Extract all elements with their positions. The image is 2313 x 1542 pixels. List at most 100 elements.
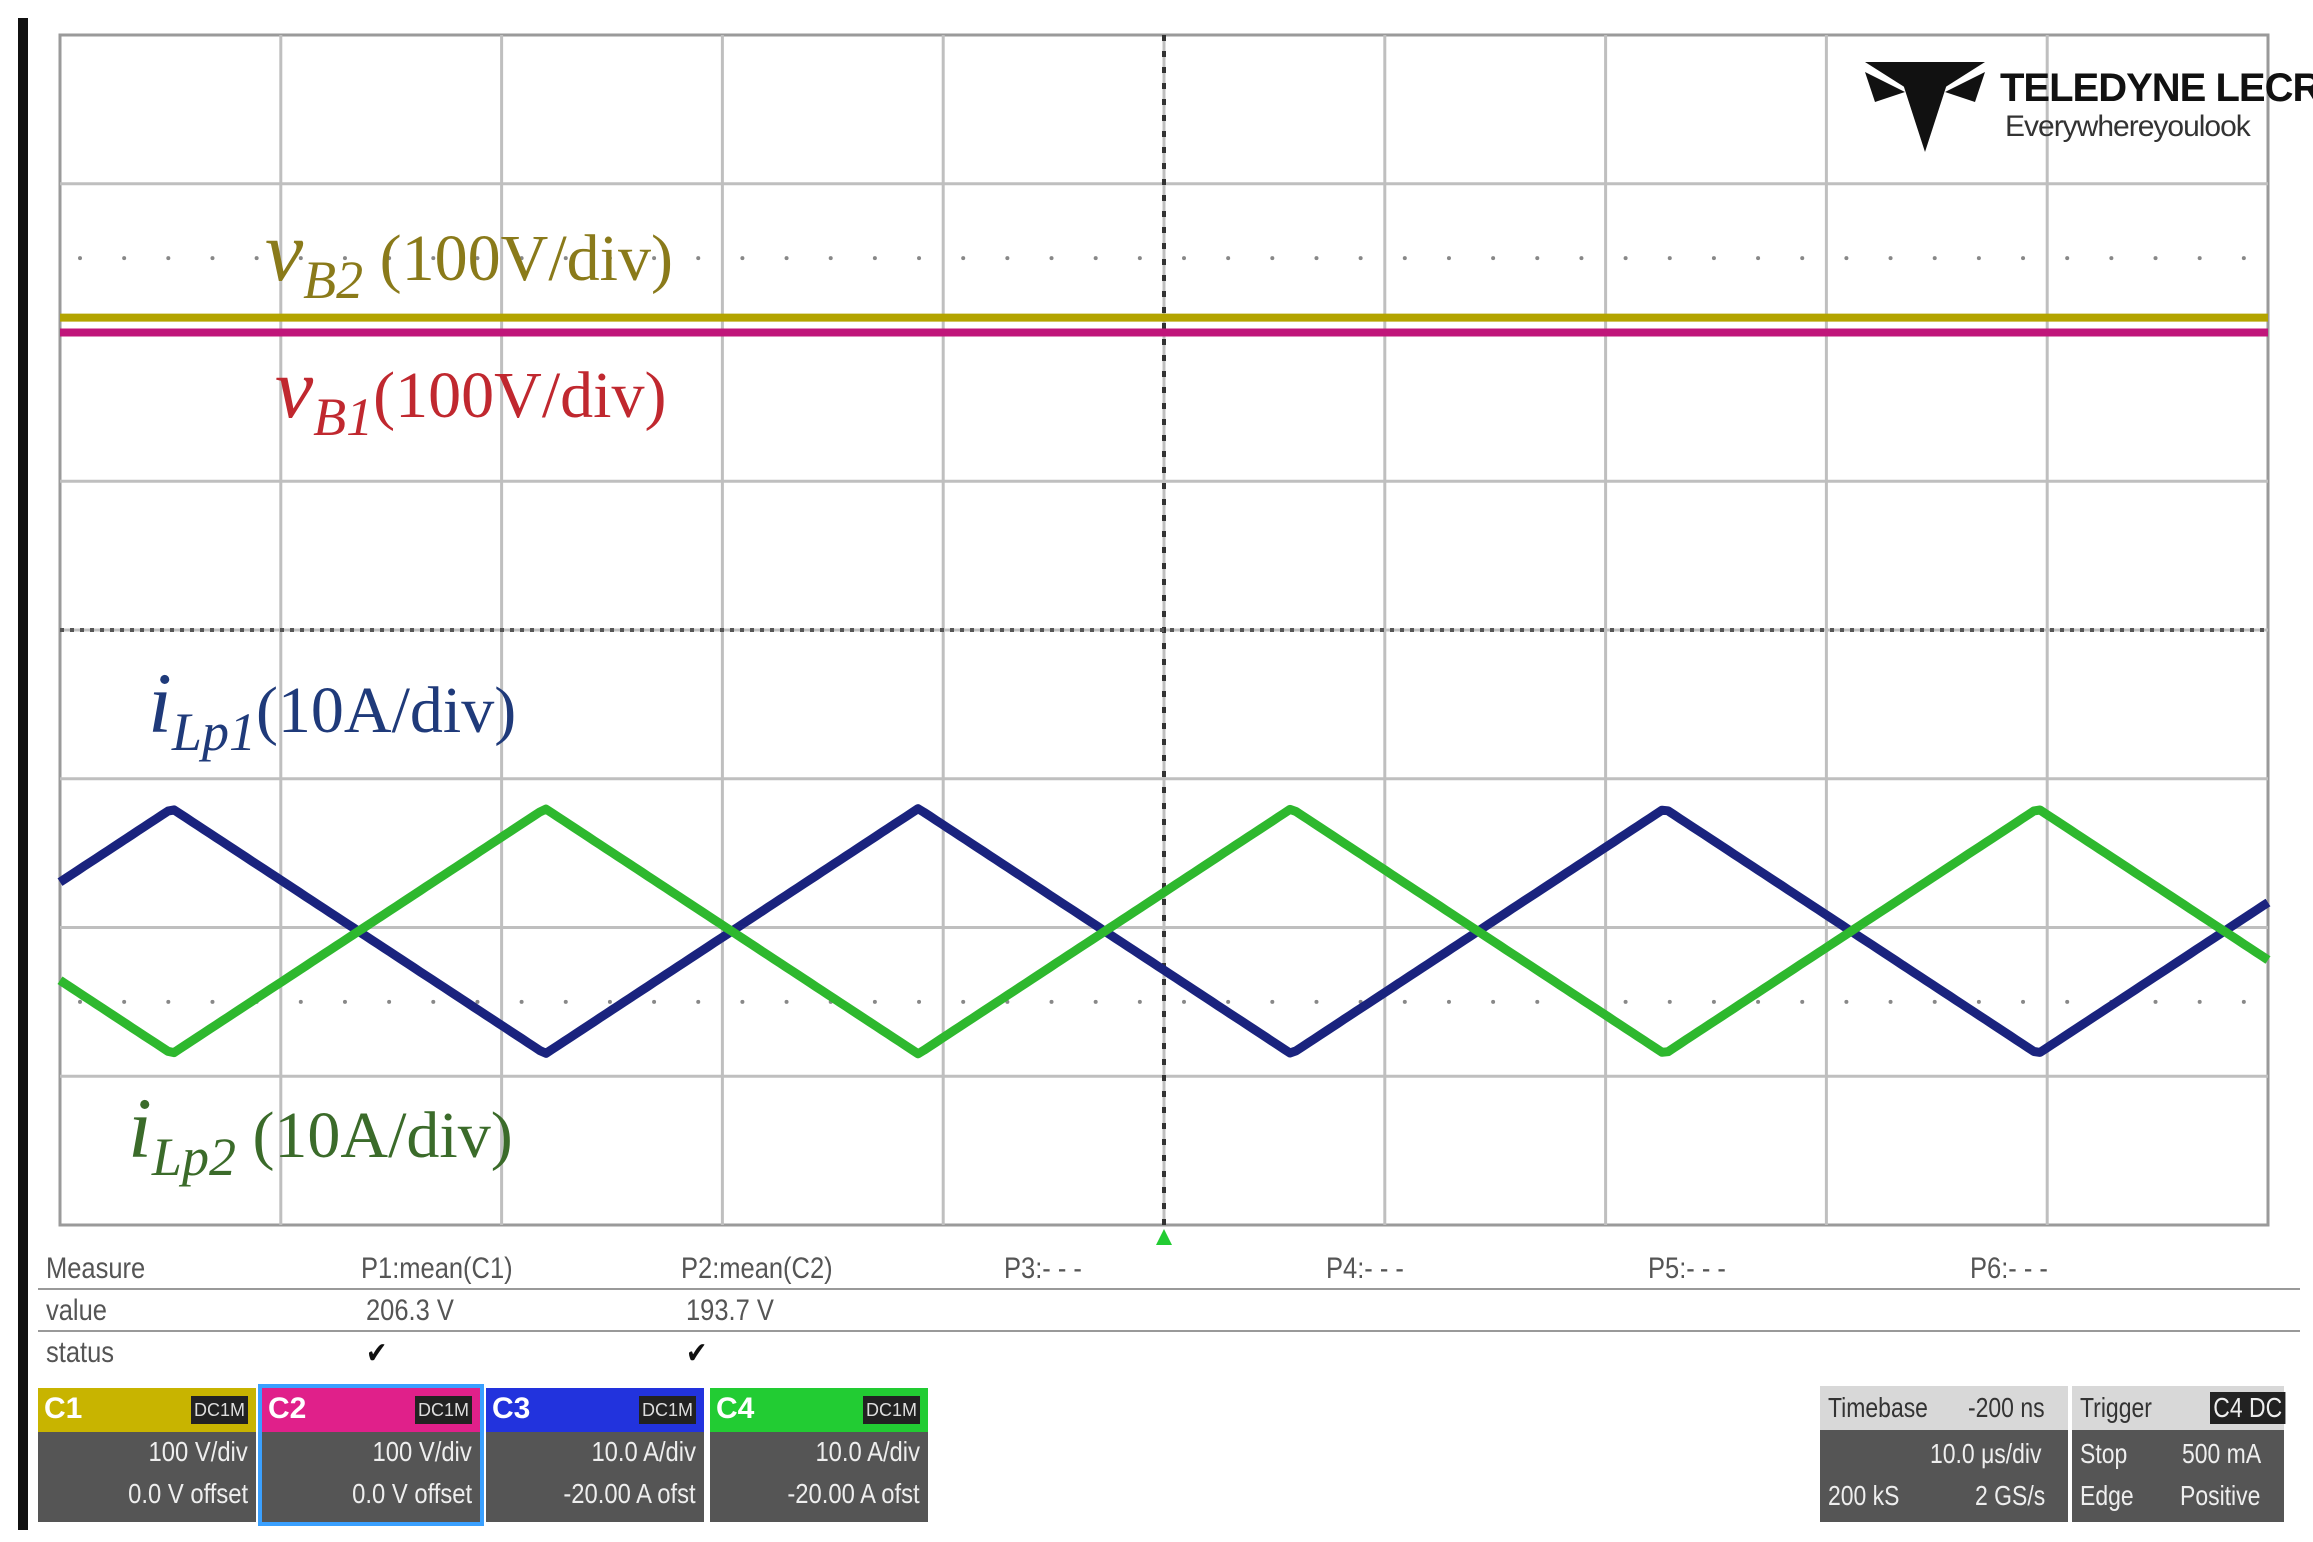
param-p5-name[interactable]: P5:- - - bbox=[1648, 1252, 1726, 1285]
channel-header: C4 DC1M bbox=[710, 1388, 928, 1432]
grid-dot bbox=[1800, 999, 1805, 1004]
param-p3-name[interactable]: P3:- - - bbox=[1004, 1252, 1082, 1285]
channel-offset: -20.00 A ofst bbox=[787, 1478, 920, 1509]
grid-dot bbox=[431, 999, 436, 1004]
param-p2-name[interactable]: P2:mean(C2) bbox=[681, 1252, 833, 1285]
channel-coupling-tag: DC1M bbox=[190, 1396, 248, 1424]
grid-dot bbox=[1535, 999, 1540, 1004]
grid-dot bbox=[1844, 256, 1849, 261]
grid-dot bbox=[872, 256, 877, 261]
status-label: status bbox=[46, 1336, 115, 1369]
grid-dot bbox=[1446, 256, 1451, 261]
grid-dot bbox=[1976, 256, 1981, 261]
grid-dot bbox=[2241, 999, 2246, 1004]
grid-dot bbox=[1491, 999, 1496, 1004]
channel-coupling-tag: DC1M bbox=[414, 1396, 472, 1424]
grid-dot bbox=[342, 999, 347, 1004]
param-p2-value: 193.7 V bbox=[686, 1294, 774, 1327]
grid-dot bbox=[1005, 256, 1010, 261]
grid-dot bbox=[784, 256, 789, 261]
grid-dot bbox=[740, 999, 745, 1004]
grid-dot bbox=[1888, 999, 1893, 1004]
grid-dot bbox=[2197, 999, 2202, 1004]
param-p6-name[interactable]: P6:- - - bbox=[1970, 1252, 2048, 1285]
grid-dot bbox=[519, 999, 524, 1004]
channel-name: C3 bbox=[492, 1392, 531, 1425]
grid-dot bbox=[387, 256, 392, 261]
channel-name: C1 bbox=[44, 1392, 83, 1425]
channel-header: C2 DC1M bbox=[262, 1388, 480, 1432]
grid-dot bbox=[210, 256, 215, 261]
grid-dot bbox=[2241, 256, 2246, 261]
grid-dot bbox=[387, 999, 392, 1004]
grid-dot bbox=[475, 999, 480, 1004]
grid-dot bbox=[740, 256, 745, 261]
timebase-descriptor[interactable]: Timebase -200 ns 10.0 μs/div 200 kS 2 GS… bbox=[1820, 1386, 2068, 1522]
grid-dot bbox=[1623, 999, 1628, 1004]
grid-dot bbox=[1093, 256, 1098, 261]
timebase-rate: 2 GS/s bbox=[1975, 1480, 2046, 1511]
grid-dot bbox=[1137, 256, 1142, 261]
grid-dot bbox=[1049, 256, 1054, 261]
grid-dot bbox=[1182, 999, 1186, 1004]
param-p1-value: 206.3 V bbox=[366, 1294, 454, 1327]
measure-panel: Measure P1:mean(C1) P2:mean(C2) P3:- - -… bbox=[38, 1248, 2300, 1378]
param-p2-status: ✔ bbox=[686, 1337, 708, 1370]
grid-dot bbox=[696, 256, 701, 261]
channel-4-descriptor[interactable]: C4 DC1M 10.0 A/div -20.00 A ofst bbox=[710, 1388, 928, 1522]
param-p1-status: ✔ bbox=[366, 1337, 388, 1370]
trigger-position-marker bbox=[1156, 1229, 1172, 1245]
teledyne-lecroy-logo: TELEDYNE LECROY Everywhereyoulook bbox=[1865, 62, 2313, 152]
param-p4-name[interactable]: P4:- - - bbox=[1326, 1252, 1404, 1285]
grid-dot bbox=[2153, 999, 2158, 1004]
left-border bbox=[18, 18, 28, 1530]
channel-3-descriptor[interactable]: C3 DC1M 10.0 A/div -20.00 A ofst bbox=[486, 1388, 704, 1522]
trigger-level: 500 mA bbox=[2182, 1438, 2262, 1469]
channel-1-descriptor[interactable]: C1 DC1M 100 V/div 0.0 V offset bbox=[38, 1388, 256, 1522]
grid-dot bbox=[652, 999, 657, 1004]
grid-dot bbox=[1800, 256, 1805, 261]
label-ilp1: iLp1(10A/div) bbox=[148, 655, 517, 762]
channel-settings: 10.0 A/div -20.00 A ofst bbox=[710, 1432, 928, 1522]
channel-coupling-tag: DC1M bbox=[862, 1396, 920, 1424]
grid-dot bbox=[1667, 999, 1672, 1004]
grid-dot bbox=[828, 256, 833, 261]
channel-scale: 10.0 A/div bbox=[591, 1436, 696, 1467]
label-ilp2: iLp2 (10A/div) bbox=[128, 1080, 513, 1187]
timebase-tdiv: 10.0 μs/div bbox=[1930, 1438, 2042, 1469]
grid-dot bbox=[784, 999, 789, 1004]
grid-dot bbox=[652, 256, 657, 261]
grid-dot bbox=[1667, 256, 1672, 261]
timebase-title: Timebase bbox=[1828, 1392, 1928, 1423]
grid-dot bbox=[1270, 999, 1275, 1004]
channel-settings: 100 V/div 0.0 V offset bbox=[262, 1432, 480, 1522]
logo-icon bbox=[1865, 62, 1985, 152]
grid-dot bbox=[961, 999, 966, 1004]
grid-dot bbox=[78, 999, 82, 1004]
waveform-traces bbox=[57, 313, 2271, 1059]
channel-2-descriptor[interactable]: C2 DC1M 100 V/div 0.0 V offset bbox=[258, 1384, 484, 1526]
grid-dot bbox=[1314, 256, 1319, 261]
grid-dot bbox=[1049, 999, 1054, 1004]
grid-dot bbox=[1756, 999, 1761, 1004]
grid-dot bbox=[78, 256, 82, 261]
grid-dot bbox=[2065, 999, 2070, 1004]
grid-dot bbox=[607, 256, 612, 261]
trace-ilp1 bbox=[57, 804, 2271, 1058]
grid-dot bbox=[2109, 256, 2114, 261]
channel-offset: 0.0 V offset bbox=[128, 1478, 248, 1509]
channel-scale: 10.0 A/div bbox=[815, 1436, 920, 1467]
channel-coupling-tag: DC1M bbox=[638, 1396, 696, 1424]
grid-dot bbox=[1711, 256, 1716, 261]
grid-dot bbox=[475, 256, 480, 261]
grid-dot bbox=[1579, 256, 1584, 261]
trigger-descriptor[interactable]: Trigger C4 DC Stop 500 mA Edge Positive bbox=[2072, 1386, 2286, 1522]
param-p1-name[interactable]: P1:mean(C1) bbox=[361, 1252, 513, 1285]
grid-dot bbox=[1491, 256, 1496, 261]
trigger-slope: Positive bbox=[2180, 1480, 2261, 1511]
grid-dot bbox=[431, 256, 436, 261]
grid-dot bbox=[2153, 256, 2158, 261]
label-vb1: vB1(100V/div) bbox=[275, 340, 667, 447]
